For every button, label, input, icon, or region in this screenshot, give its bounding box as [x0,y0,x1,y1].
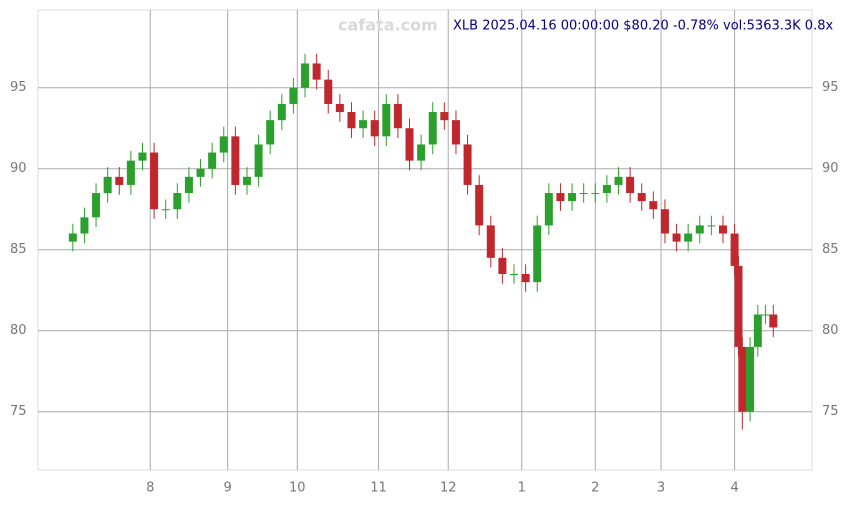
candle-body [103,176,112,194]
candle-body [579,193,588,195]
candle-body [734,265,743,347]
candle-body [730,233,739,266]
candle-body [196,168,205,177]
candle-body [126,160,135,185]
candle-body [231,136,240,185]
candle-body [370,120,379,137]
y-tick-label-left: 80 [10,323,27,338]
candle-body [660,209,669,234]
candle-body [761,314,770,316]
y-tick-label-right: 75 [822,404,839,419]
candle-body [672,233,681,242]
y-tick-label-right: 85 [822,242,839,257]
candle-body [463,144,472,185]
x-tick-label: 11 [370,481,387,496]
candle-body [684,233,693,242]
candle-body [614,176,623,185]
candle-body [602,184,611,194]
x-tick-label: 12 [440,481,457,496]
candle-body [753,314,762,347]
candle-body [510,274,519,276]
candle-body [242,176,251,185]
candle-body [289,87,298,104]
candle-body [649,201,658,210]
x-tick-label: 8 [146,481,154,496]
candle-body [301,63,310,88]
candle-body [544,193,553,226]
candle-body [556,193,565,202]
chart-title: XLB 2025.04.16 00:00:00 $80.20 -0.78% vo… [453,19,833,34]
candle-body [173,193,182,210]
candle-body [150,152,159,210]
x-tick-label: 2 [591,481,599,496]
candle-body [591,193,600,195]
candle-body [184,176,193,194]
candle-body [769,314,778,328]
candle-body [533,225,542,283]
candle-body [521,274,530,283]
candle-body [451,120,460,145]
candle-body [359,120,368,129]
candle-body [486,225,495,258]
candle-body [335,103,344,113]
candle-body [626,176,635,194]
x-tick-label: 1 [518,481,526,496]
candle-body [746,346,755,412]
candle-body [312,63,321,80]
y-tick-label-left: 85 [10,242,27,257]
candle-body [208,152,217,169]
candle-body [405,128,414,161]
x-tick-label: 9 [223,481,231,496]
candle-body [707,225,716,227]
x-tick-label: 4 [730,481,738,496]
candle-body [277,103,286,121]
candle-body [161,209,170,211]
candle-body [382,103,391,137]
x-tick-label: 3 [657,481,665,496]
y-tick-label-left: 90 [10,161,27,176]
candle-body [68,233,77,242]
y-tick-label-right: 95 [822,80,839,95]
candle-body [718,225,727,234]
candle-body [324,79,333,104]
y-tick-label-right: 80 [822,323,839,338]
candle-body [475,184,484,226]
candle-body [393,103,402,129]
candle-body [637,193,646,202]
candle-body [738,346,747,412]
candle-body [428,112,437,145]
x-tick-label: 10 [289,481,306,496]
watermark: cafata.com [338,16,438,35]
candle-body [498,257,507,275]
candle-body [80,217,89,234]
y-tick-label-left: 75 [10,404,27,419]
y-tick-label-left: 95 [10,80,27,95]
candle-body [417,144,426,161]
candle-body [92,193,101,218]
candle-body [347,112,356,129]
candle-body [695,225,704,234]
candle-body [440,112,449,121]
candle-body [568,193,577,202]
candle-body [254,144,263,177]
candle-body [115,176,124,185]
plot-area [37,9,813,471]
candle-body [138,152,147,161]
candle-body [266,120,275,145]
candle-body [219,136,228,153]
y-tick-label-right: 90 [822,161,839,176]
